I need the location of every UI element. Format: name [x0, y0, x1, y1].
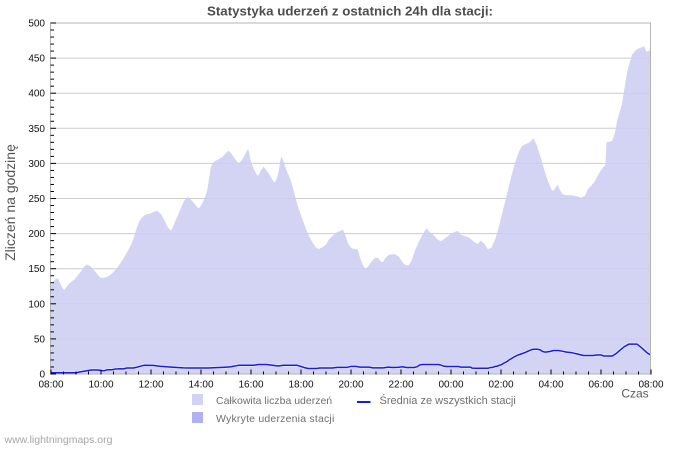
- svg-text:400: 400: [28, 89, 45, 100]
- svg-text:20:00: 20:00: [338, 380, 363, 391]
- svg-text:450: 450: [28, 54, 45, 65]
- svg-text:Średnia ze wszystkich stacji: Średnia ze wszystkich stacji: [380, 394, 516, 407]
- svg-text:300: 300: [28, 159, 45, 170]
- svg-text:22:00: 22:00: [388, 380, 413, 391]
- svg-text:Czas: Czas: [621, 387, 648, 401]
- svg-text:250: 250: [28, 194, 45, 205]
- svg-text:150: 150: [28, 264, 45, 275]
- svg-text:200: 200: [28, 229, 45, 240]
- svg-text:14:00: 14:00: [188, 380, 213, 391]
- svg-text:08:00: 08:00: [38, 380, 63, 391]
- svg-text:06:00: 06:00: [588, 380, 613, 391]
- svg-text:16:00: 16:00: [238, 380, 263, 391]
- svg-text:18:00: 18:00: [288, 380, 313, 391]
- svg-text:0: 0: [39, 370, 45, 381]
- svg-text:12:00: 12:00: [138, 380, 163, 391]
- svg-text:Całkowita liczba uderzeń: Całkowita liczba uderzeń: [216, 395, 332, 407]
- svg-text:Statystyka uderzeń z ostatnich: Statystyka uderzeń z ostatnich 24h dla s…: [207, 4, 493, 19]
- svg-text:Zliczeń na godzinę: Zliczeń na godzinę: [2, 144, 18, 261]
- svg-text:350: 350: [28, 124, 45, 135]
- svg-text:www.lightningmaps.org: www.lightningmaps.org: [4, 434, 113, 446]
- svg-text:50: 50: [34, 334, 46, 345]
- svg-text:00:00: 00:00: [438, 380, 463, 391]
- svg-text:500: 500: [28, 19, 45, 30]
- svg-text:04:00: 04:00: [538, 380, 563, 391]
- svg-text:02:00: 02:00: [488, 380, 513, 391]
- svg-text:Wykryte uderzenia stacji: Wykryte uderzenia stacji: [216, 413, 335, 425]
- svg-text:100: 100: [28, 299, 45, 310]
- svg-text:10:00: 10:00: [88, 380, 113, 391]
- svg-text:08:00: 08:00: [638, 380, 663, 391]
